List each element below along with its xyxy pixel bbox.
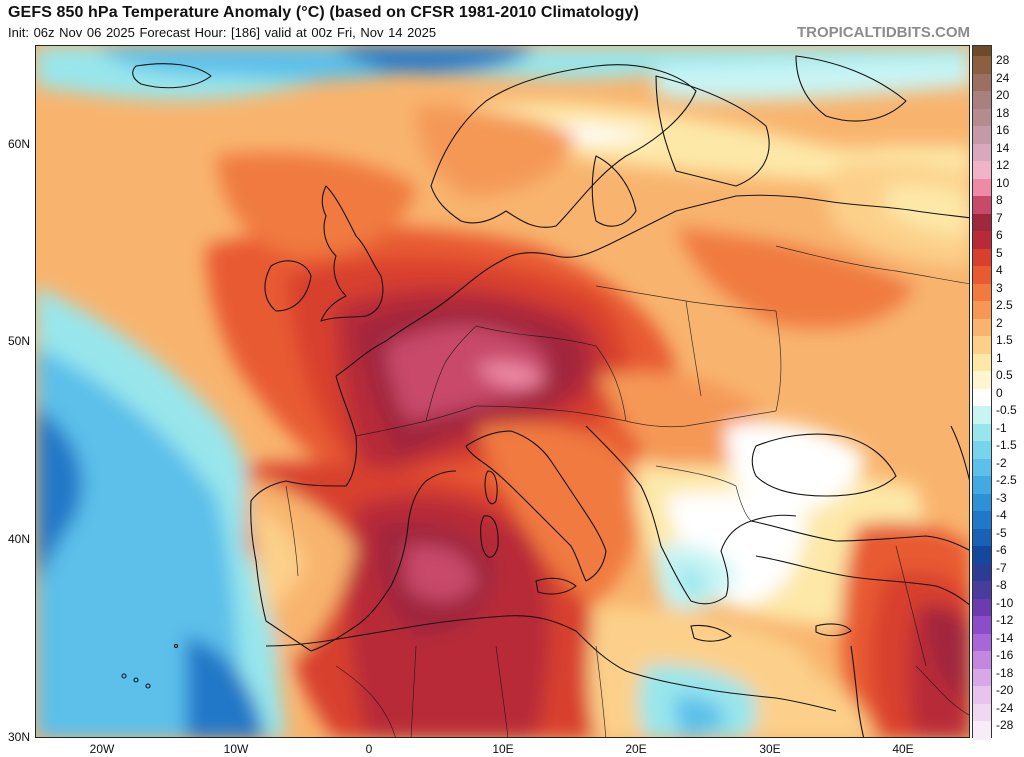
colorbar-segment [973, 248, 991, 267]
lat-label: 40N [7, 532, 30, 546]
colorbar-segment [973, 633, 991, 653]
colorbar-segment [973, 703, 991, 723]
colorbar-label: 2.5 [996, 298, 1013, 313]
colorbar-label: 18 [996, 105, 1010, 120]
colorbar-label: 12 [996, 158, 1010, 173]
colorbar-label: 6 [996, 228, 1003, 243]
colorbar-segment [973, 56, 991, 75]
colorbar-segment [973, 423, 991, 442]
colorbar-segment [973, 598, 991, 617]
coastlines [121, 55, 969, 737]
colorbar-segment [973, 528, 991, 547]
colorbar-segment [973, 371, 991, 390]
lon-label: 20W [89, 742, 115, 756]
colorbar-segment [973, 283, 991, 302]
colorbar-label: -7 [996, 560, 1007, 575]
colorbar-segment [973, 143, 991, 162]
colorbar-segment [973, 266, 991, 285]
colorbar-label: -20 [996, 683, 1014, 698]
colorbar-segment [973, 668, 991, 688]
colorbar-segment [973, 126, 991, 145]
colorbar-segment [973, 651, 991, 670]
colorbar-label: -28 [996, 718, 1014, 733]
colorbar-segment [973, 73, 991, 92]
colorbar-label: -10 [996, 595, 1014, 610]
lat-label: 30N [7, 730, 30, 744]
colorbar-segment [973, 388, 991, 407]
colorbar-segment [973, 493, 991, 512]
colorbar-segment [973, 721, 991, 740]
colorbar-segment [973, 46, 991, 56]
lon-label: 40E [892, 742, 914, 756]
colorbar-segment [973, 546, 991, 565]
colorbar-label: -2.5 [996, 473, 1017, 488]
colorbar-segment [973, 178, 991, 197]
colorbar-label: -0.5 [996, 403, 1017, 418]
colorbar-label: -24 [996, 700, 1014, 715]
lon-label: 10W [223, 742, 249, 756]
colorbar-label: -18 [996, 665, 1014, 680]
colorbar-label: 20 [996, 88, 1010, 103]
colorbar-label: 0.5 [996, 368, 1013, 383]
colorbar-label: 28 [996, 53, 1010, 67]
colorbar-segment [973, 441, 991, 460]
colorbar-segment [973, 108, 991, 127]
colorbar-segment [973, 196, 991, 215]
colorbar-label: -6 [996, 543, 1007, 558]
colorbar-segment [973, 318, 991, 337]
colorbar-label: -1.5 [996, 438, 1017, 453]
colorbar-segment [973, 458, 991, 477]
forecast-info: Init: 06z Nov 06 2025 Forecast Hour: [18… [8, 25, 437, 40]
map-canvas [36, 46, 969, 737]
colorbar-segment [973, 336, 991, 355]
colorbar-label: 4 [996, 263, 1003, 278]
colorbar-segment [973, 231, 991, 250]
lon-label: 0 [365, 742, 373, 756]
colorbar-label: 1.5 [996, 333, 1013, 348]
colorbar-label: 7 [996, 210, 1003, 225]
lat-label: 60N [7, 137, 30, 151]
colorbar-label: -16 [996, 648, 1014, 663]
site-watermark: TROPICALTIDBITS.COM [796, 24, 970, 41]
country-borders [285, 245, 969, 737]
colorbar-label: -1 [996, 420, 1007, 435]
colorbar-segment [973, 353, 991, 372]
colorbar-label: 16 [996, 123, 1010, 138]
colorbar-label: -5 [996, 525, 1007, 540]
colorbar-segment [973, 476, 991, 495]
colorbar-segment [973, 406, 991, 425]
colorbar-label: -2 [996, 455, 1007, 470]
colorbar-segment [973, 301, 991, 320]
colorbar-label: 3 [996, 280, 1003, 295]
colorbar-segment [973, 511, 991, 530]
anomaly-map [35, 45, 970, 738]
lon-label: 10E [492, 742, 514, 756]
colorbar-label: -12 [996, 613, 1014, 628]
colorbar-label: -8 [996, 578, 1007, 593]
colorbar-segment [973, 686, 991, 705]
colorbar [972, 45, 992, 740]
colorbar-segment [973, 213, 991, 232]
colorbar-segment [973, 91, 991, 110]
colorbar-label: 0 [996, 385, 1003, 400]
colorbar-label: -3 [996, 490, 1007, 505]
colorbar-segment [973, 581, 991, 600]
colorbar-label: -4 [996, 508, 1007, 523]
lon-label: 20E [625, 742, 647, 756]
colorbar-segment [973, 161, 991, 180]
colorbar-label: 1 [996, 350, 1003, 365]
map-title: GEFS 850 hPa Temperature Anomaly (°C) (b… [8, 4, 639, 21]
lon-label: 30E [759, 742, 781, 756]
colorbar-label: 14 [996, 140, 1010, 155]
colorbar-label: 24 [996, 70, 1010, 85]
colorbar-segment [973, 563, 991, 582]
colorbar-label: 5 [996, 245, 1003, 260]
colorbar-label: 8 [996, 193, 1003, 208]
lat-label: 50N [7, 334, 30, 348]
colorbar-label: -14 [996, 630, 1014, 645]
colorbar-segment [973, 616, 991, 635]
colorbar-label: 10 [996, 175, 1010, 190]
colorbar-label: 2 [996, 315, 1003, 330]
